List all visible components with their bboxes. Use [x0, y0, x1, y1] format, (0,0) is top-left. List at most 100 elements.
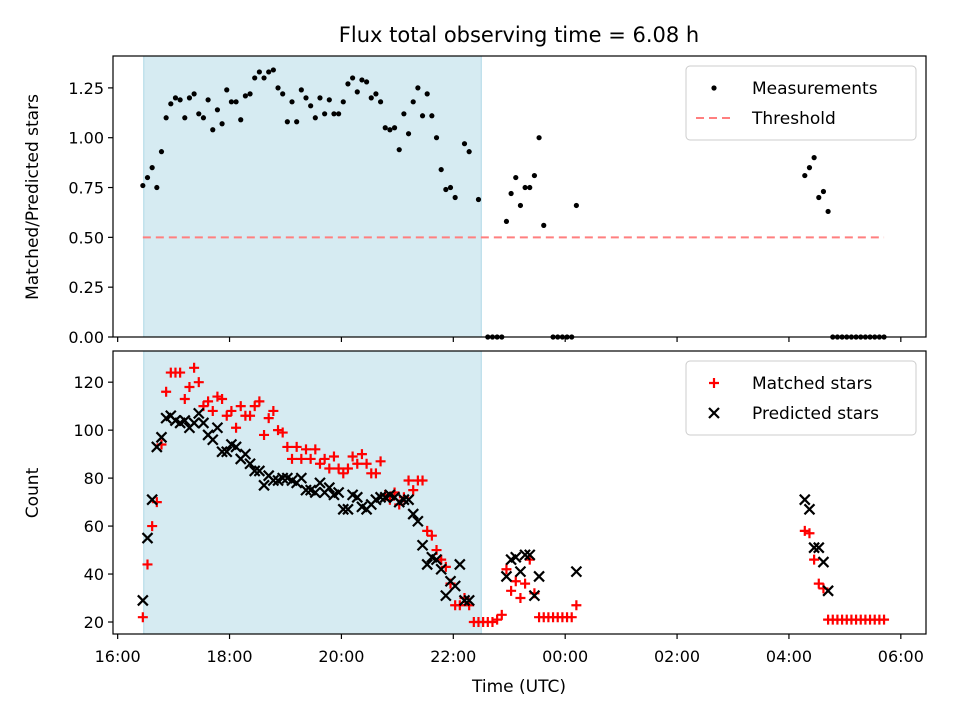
data-point	[361, 458, 372, 469]
data-point	[336, 111, 342, 117]
plot-frame	[112, 350, 927, 635]
data-point	[571, 600, 582, 611]
data-point	[242, 93, 248, 99]
data-point	[338, 468, 349, 479]
data-point	[314, 477, 326, 489]
data-point	[416, 539, 429, 552]
data-point	[248, 465, 261, 477]
data-point	[523, 549, 536, 561]
legend-box	[685, 360, 917, 436]
data-point	[309, 486, 322, 499]
data-point	[375, 456, 386, 467]
data-point	[295, 472, 308, 484]
data-point	[438, 166, 444, 173]
data-point	[314, 458, 325, 469]
data-point	[804, 528, 815, 539]
data-point	[203, 396, 214, 407]
data-point	[809, 554, 820, 565]
legend: Measurements Threshold	[685, 65, 917, 141]
data-point	[310, 444, 321, 455]
data-point	[347, 451, 358, 462]
data-point	[447, 184, 454, 191]
data-point	[808, 541, 820, 554]
data-point	[463, 594, 475, 607]
x-tick-label: 20:00	[318, 647, 364, 666]
series-measurements	[140, 67, 887, 340]
data-point	[443, 186, 449, 193]
data-point	[421, 558, 433, 571]
data-point	[275, 85, 281, 91]
data-point	[249, 401, 260, 412]
data-point	[179, 414, 191, 427]
data-point	[182, 115, 188, 121]
legend-label: Measurements	[752, 79, 878, 99]
data-point	[536, 135, 542, 141]
data-point	[449, 580, 461, 592]
data-point	[373, 91, 379, 97]
data-point	[200, 115, 207, 121]
data-point	[430, 553, 443, 566]
data-point	[377, 99, 384, 105]
data-point	[799, 493, 811, 506]
data-point	[142, 559, 153, 570]
legend-label: Matched stars	[752, 374, 872, 394]
data-point	[206, 433, 219, 446]
data-point	[155, 431, 168, 444]
data-point	[319, 453, 330, 464]
data-point	[368, 95, 374, 101]
data-point	[221, 410, 232, 421]
data-point	[337, 503, 350, 516]
legend: Matched stars Predicted stars	[685, 360, 917, 436]
data-point	[803, 503, 816, 516]
data-point	[435, 563, 447, 576]
data-point	[228, 99, 235, 105]
y-tick-label: 0.75	[68, 179, 104, 198]
data-point	[322, 111, 328, 117]
y-tick-label: 20	[84, 613, 104, 632]
data-point	[305, 453, 316, 464]
data-point	[514, 565, 527, 578]
top-panel: 0.00 0.25 0.50 0.75 1.00 1.25 Measurements Thre…	[68, 55, 927, 347]
data-point	[354, 89, 360, 95]
data-point	[216, 445, 228, 458]
data-point	[811, 155, 817, 161]
data-point	[426, 530, 437, 541]
data-point	[412, 515, 424, 528]
data-point	[137, 612, 148, 623]
data-point	[496, 609, 507, 620]
plot-frame	[112, 55, 927, 338]
data-point	[189, 362, 200, 373]
data-point	[528, 589, 541, 602]
data-point	[210, 127, 216, 133]
data-point	[245, 410, 256, 421]
data-point	[410, 99, 416, 105]
data-point	[487, 617, 498, 628]
data-point	[280, 91, 286, 97]
data-point	[154, 184, 160, 191]
data-point	[268, 405, 279, 416]
bottom-y-axis-label: Count	[23, 467, 43, 518]
data-point	[508, 190, 514, 197]
data-point	[429, 113, 435, 119]
data-point	[197, 417, 210, 429]
data-point	[308, 103, 314, 109]
data-point	[513, 174, 519, 181]
data-point	[326, 97, 332, 103]
data-point	[816, 194, 822, 201]
data-point	[374, 491, 387, 504]
data-point	[137, 594, 149, 607]
x-tick-label: 02:00	[654, 647, 700, 666]
data-point	[188, 417, 200, 429]
x-tick-label: 18:00	[206, 647, 252, 666]
data-point	[214, 107, 221, 113]
data-point	[520, 578, 531, 589]
data-point	[239, 448, 252, 460]
data-point	[303, 95, 309, 101]
data-point	[149, 165, 155, 171]
legend-box	[685, 65, 917, 141]
data-point	[168, 101, 174, 107]
data-point	[340, 99, 346, 105]
data-point	[405, 131, 412, 137]
x-tick-label: 04:00	[766, 647, 812, 666]
data-point	[328, 451, 339, 462]
